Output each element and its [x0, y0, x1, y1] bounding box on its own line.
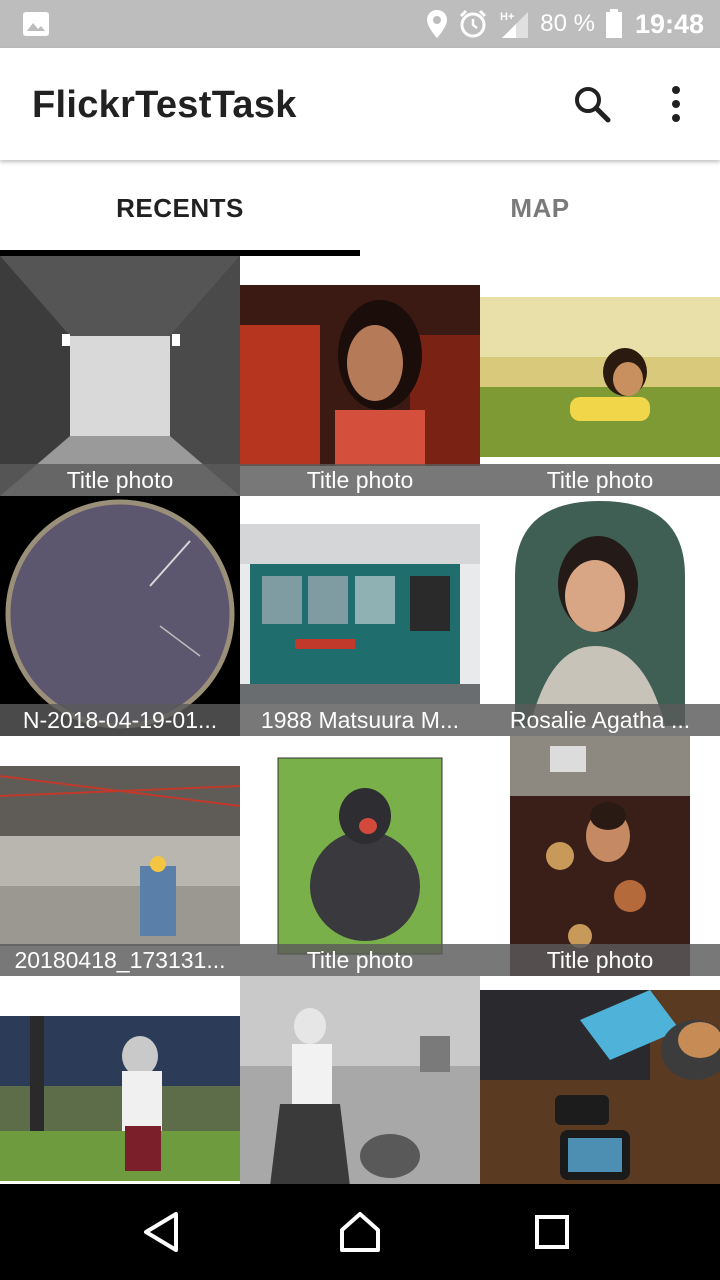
clock: 19:48 [634, 8, 704, 39]
photo-caption: Title photo [0, 464, 240, 496]
photo-item[interactable] [240, 976, 480, 1184]
photo-item[interactable]: Title photo [240, 736, 480, 976]
tab-indicator [0, 250, 360, 256]
alarm-icon [460, 9, 487, 38]
photo-thumbnail [240, 524, 480, 704]
photo-caption: Title photo [240, 944, 480, 976]
battery-icon [605, 9, 622, 38]
navigation-bar [0, 1184, 720, 1280]
location-icon [427, 10, 448, 38]
photo-thumbnail [240, 976, 480, 1184]
photo-item[interactable]: N-2018-04-19-01... [0, 496, 240, 736]
search-icon[interactable] [568, 80, 616, 128]
photo-caption: 20180418_173131... [0, 944, 240, 976]
tab-recents[interactable]: RECENTS [116, 192, 244, 223]
photo-thumbnail [0, 766, 240, 946]
photo-thumbnail [480, 736, 720, 976]
photo-caption: Title photo [240, 464, 480, 496]
back-icon[interactable] [132, 1204, 188, 1260]
photo-item[interactable]: Title photo [0, 256, 240, 496]
photo-caption: Rosalie Agatha ... [480, 704, 720, 736]
status-bar: H+ 80 % 19:48 [0, 0, 720, 48]
tab-bar: RECENTS MAP [0, 160, 720, 256]
photo-thumbnail [0, 496, 240, 736]
photo-item[interactable]: Title photo [480, 736, 720, 976]
photo-thumbnail [480, 990, 720, 1184]
photo-thumbnail [480, 496, 720, 736]
photo-item[interactable] [480, 976, 720, 1184]
photo-thumbnail [480, 297, 720, 457]
image-icon [23, 12, 49, 36]
app-title: FlickrTestTask [32, 84, 297, 126]
photo-grid[interactable]: Title photo Title photo Title photo [0, 256, 720, 1184]
photo-caption: N-2018-04-19-01... [0, 704, 240, 736]
photo-thumbnail [240, 756, 480, 956]
photo-thumbnail [240, 285, 480, 466]
photo-item[interactable]: 1988 Matsuura M... [240, 496, 480, 736]
photo-thumbnail [0, 256, 240, 496]
more-vert-icon[interactable] [652, 80, 700, 128]
battery-percent: 80 % [540, 10, 595, 37]
tab-map[interactable]: MAP [510, 192, 570, 223]
photo-item[interactable]: Title photo [480, 256, 720, 496]
photo-item[interactable]: 20180418_173131... [0, 736, 240, 976]
photo-item[interactable] [0, 976, 240, 1184]
app-bar: FlickrTestTask [0, 48, 720, 160]
home-icon[interactable] [332, 1204, 388, 1260]
photo-caption: Title photo [480, 464, 720, 496]
photo-caption: 1988 Matsuura M... [240, 704, 480, 736]
signal-icon: H+ [500, 11, 529, 38]
svg-text:H+: H+ [500, 11, 514, 23]
photo-item[interactable]: Rosalie Agatha ... [480, 496, 720, 736]
photo-caption: Title photo [480, 944, 720, 976]
recents-icon[interactable] [524, 1204, 580, 1260]
photo-item[interactable]: Title photo [240, 256, 480, 496]
photo-thumbnail [0, 1016, 240, 1181]
